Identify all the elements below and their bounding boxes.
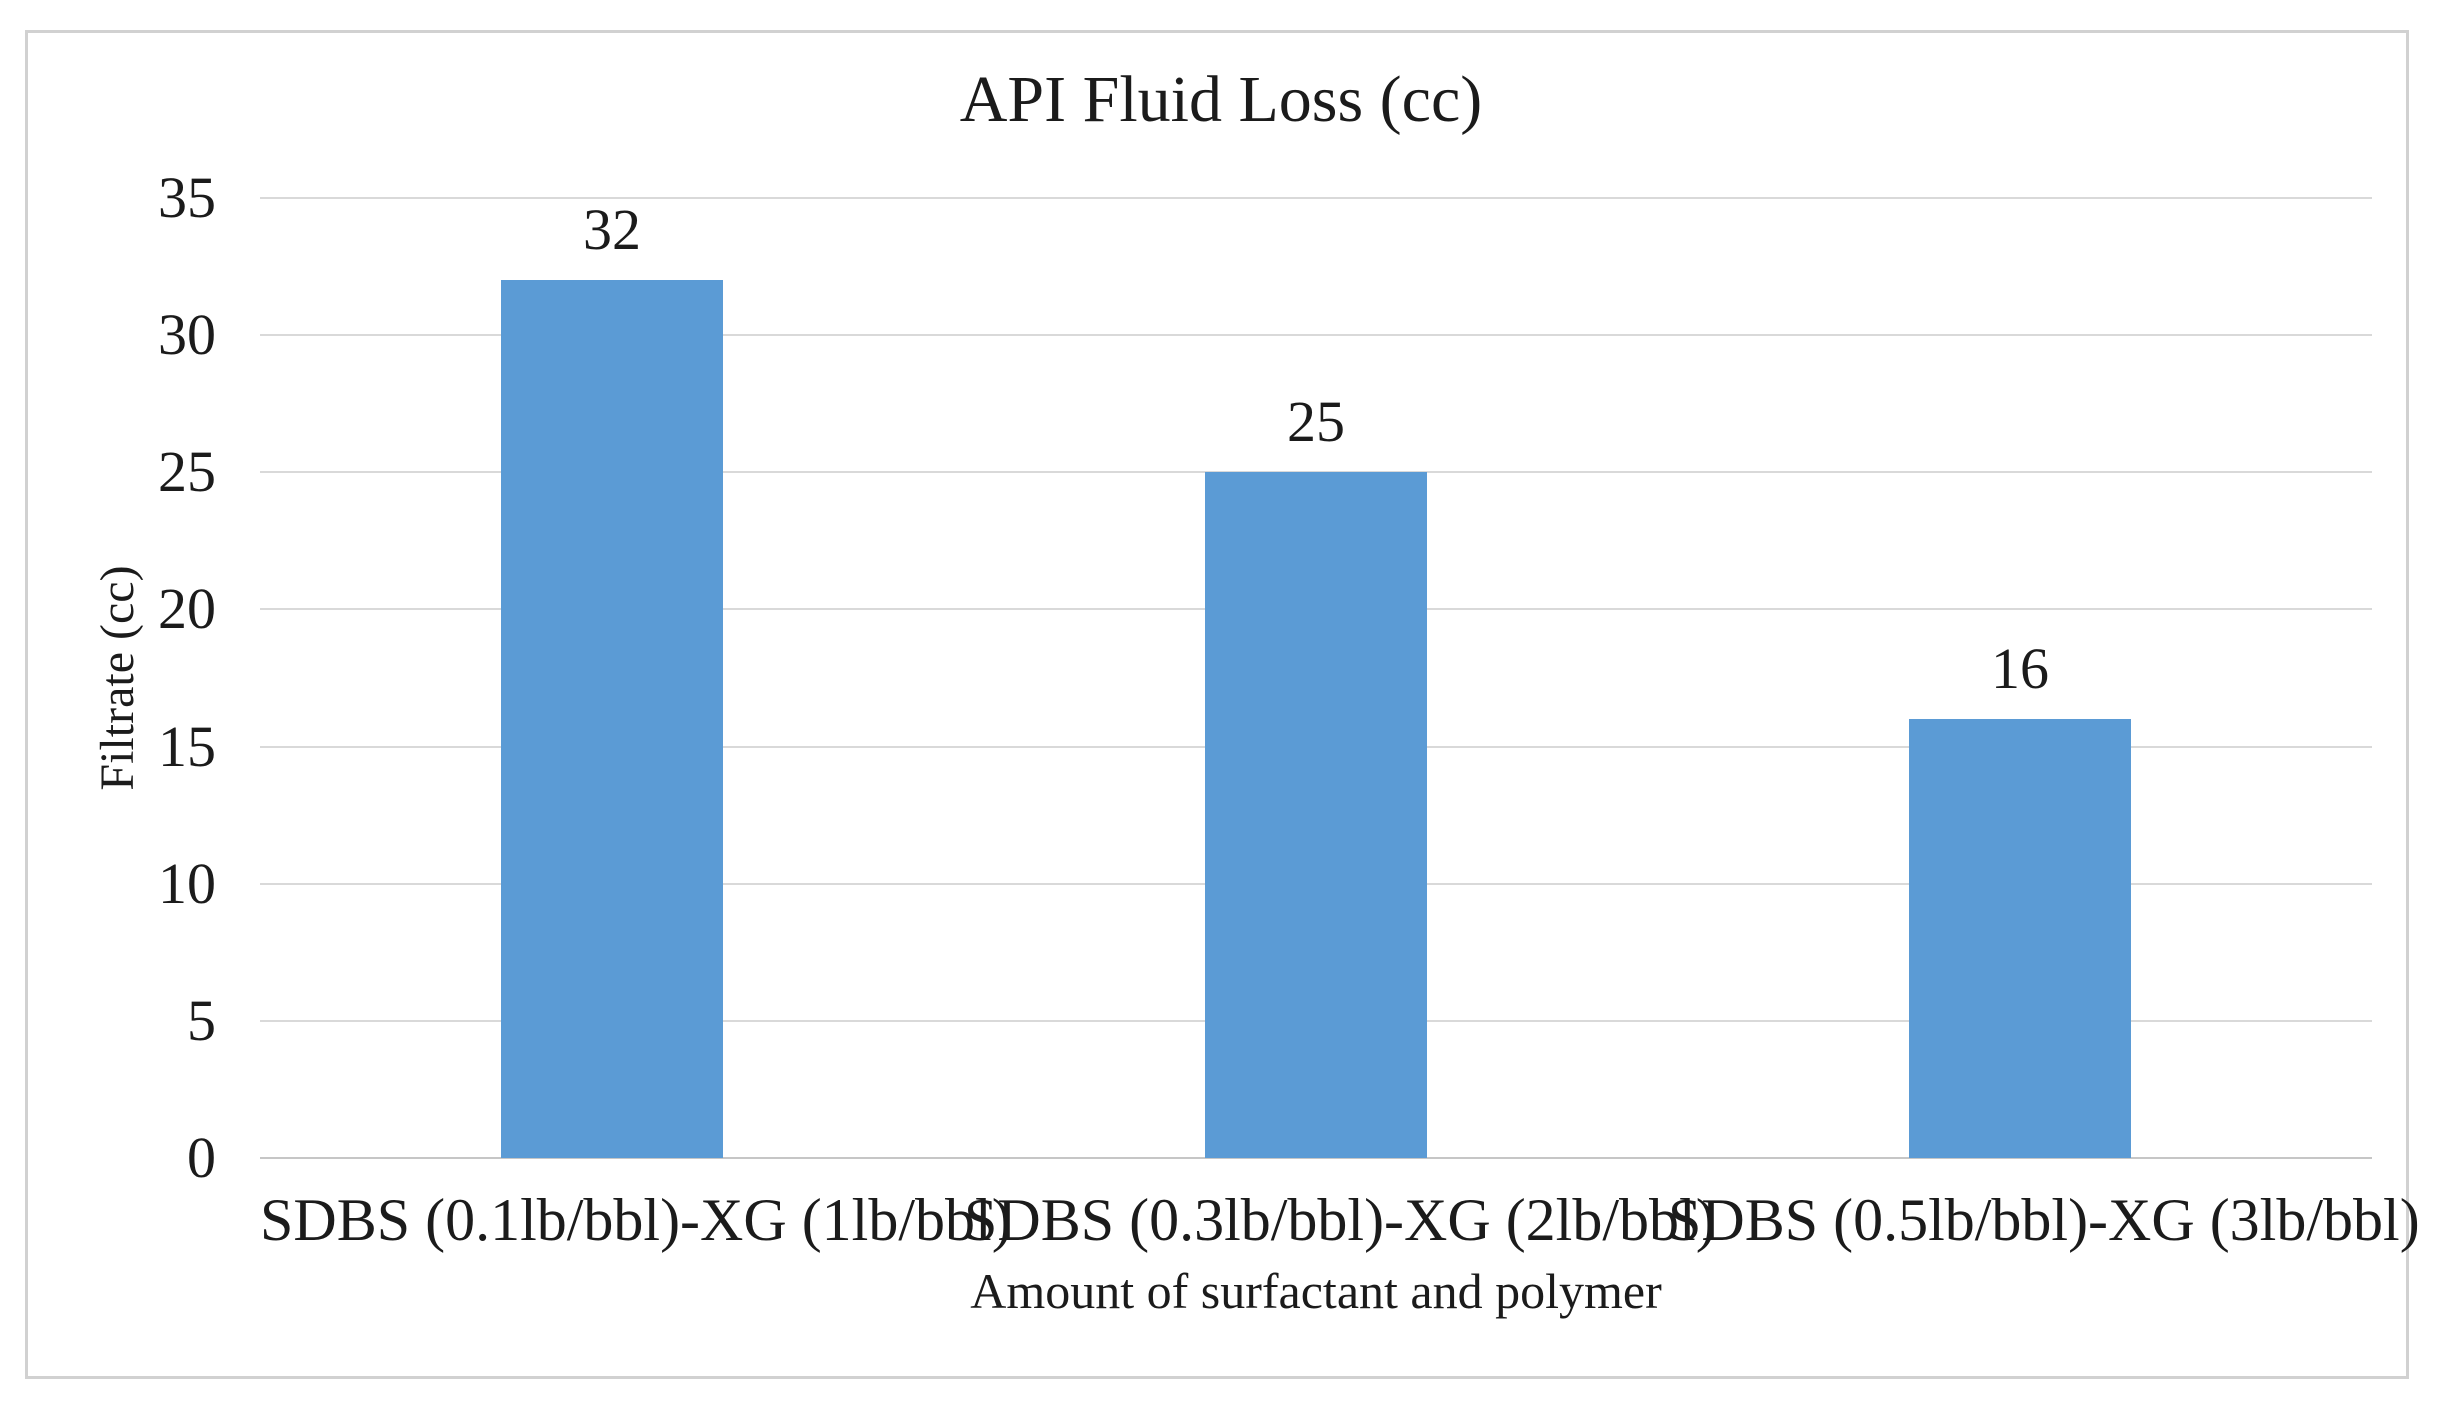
x-axis-title: Amount of surfactant and polymer bbox=[970, 1263, 1662, 1319]
y-tick-label-25: 25 bbox=[158, 439, 216, 505]
bar-2 bbox=[1205, 472, 1427, 1158]
y-tick-label-15: 15 bbox=[158, 713, 216, 779]
gridline-y-0 bbox=[260, 1157, 2372, 1159]
bar-1 bbox=[501, 280, 723, 1158]
bar-value-label-3: 16 bbox=[1991, 636, 2049, 702]
bar-3 bbox=[1909, 719, 2131, 1158]
y-tick-label-35: 35 bbox=[158, 165, 216, 230]
y-tick-label-10: 10 bbox=[158, 850, 216, 916]
y-tick-label-20: 20 bbox=[158, 576, 216, 642]
y-tick-label-0: 0 bbox=[187, 1125, 216, 1190]
y-tick-label-5: 5 bbox=[187, 987, 216, 1053]
y-tick-label-30: 30 bbox=[158, 302, 216, 368]
bar-value-label-2: 25 bbox=[1287, 389, 1345, 455]
gridline-y-30 bbox=[260, 334, 2372, 337]
x-category-label-3: SDBS (0.5lb/bbl)-XG (3lb/bbl) bbox=[1668, 1187, 2420, 1253]
x-category-label-1: SDBS (0.1lb/bbl)-XG (1lb/bbl) bbox=[260, 1187, 1012, 1253]
gridline-y-35 bbox=[260, 197, 2372, 199]
x-category-label-2: SDBS (0.3lb/bbl)-XG (2lb/bbl) bbox=[964, 1187, 1716, 1253]
chart-title: API Fluid Loss (cc) bbox=[959, 63, 1483, 136]
gridline-y-25 bbox=[260, 471, 2372, 474]
bar-value-label-1: 32 bbox=[583, 197, 641, 263]
plot-area: 32 25 16 bbox=[260, 197, 2372, 1159]
